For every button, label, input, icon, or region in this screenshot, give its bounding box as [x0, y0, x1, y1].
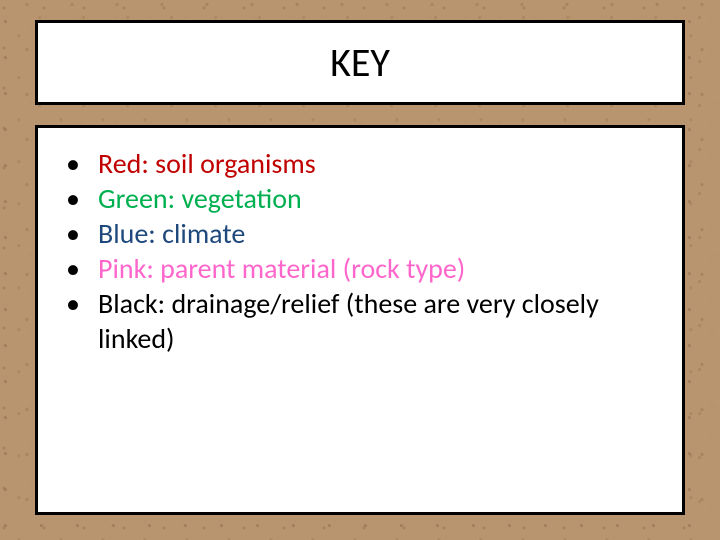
key-item-black: Black: drainage/relief (these are very c…: [48, 286, 672, 356]
slide-title: KEY: [330, 38, 390, 87]
key-item-text: Pink: parent material (rock type): [98, 251, 465, 286]
key-item-text: Green: vegetation: [98, 181, 302, 216]
key-item-text: Red: soil organisms: [98, 146, 316, 181]
key-item-pink: Pink: parent material (rock type): [48, 251, 672, 286]
title-box: KEY: [35, 20, 685, 105]
key-item-green: Green: vegetation: [48, 181, 672, 216]
key-item-blue: Blue: climate: [48, 216, 672, 251]
key-item-text: Blue: climate: [98, 216, 245, 251]
key-list: Red: soil organisms Green: vegetation Bl…: [48, 146, 672, 356]
key-item-text: Black: drainage/relief (these are very c…: [98, 286, 599, 356]
content-box: Red: soil organisms Green: vegetation Bl…: [35, 125, 685, 515]
key-item-red: Red: soil organisms: [48, 146, 672, 181]
